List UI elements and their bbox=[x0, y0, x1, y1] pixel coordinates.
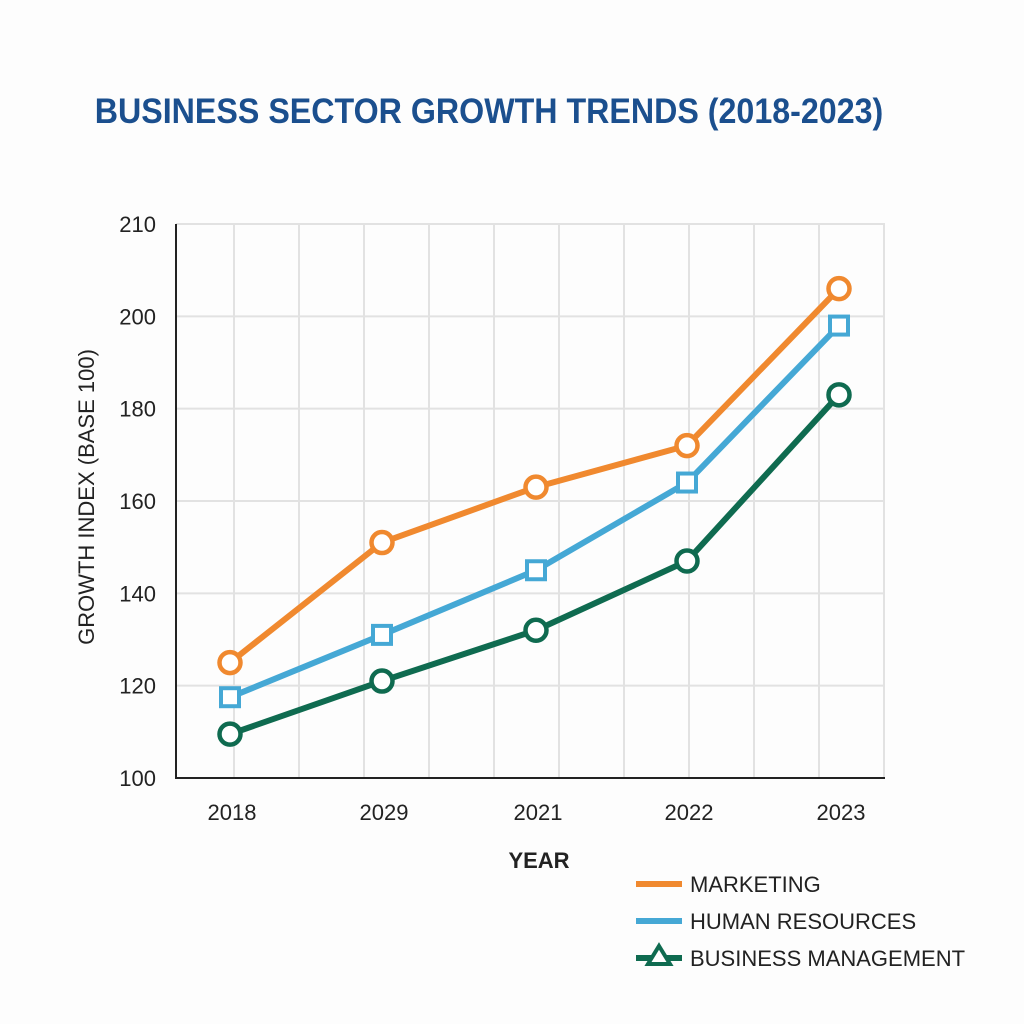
y-tick-label: 120 bbox=[119, 674, 156, 699]
legend-item: MARKETING bbox=[636, 872, 821, 897]
y-tick-label: 200 bbox=[119, 304, 156, 329]
data-point bbox=[219, 686, 241, 709]
legend-item: BUSINESS MANAGEMENT bbox=[636, 942, 965, 971]
data-point bbox=[369, 529, 395, 556]
legend-label: MARKETING bbox=[690, 872, 821, 897]
data-point bbox=[676, 471, 698, 494]
series-marketing bbox=[217, 275, 852, 676]
x-tick-label: 2018 bbox=[208, 800, 257, 825]
data-point bbox=[826, 275, 852, 302]
y-tick-label: 140 bbox=[119, 581, 156, 606]
data-point bbox=[523, 474, 549, 500]
data-point bbox=[525, 559, 547, 582]
triangle-icon bbox=[644, 942, 674, 966]
data-point bbox=[826, 382, 852, 408]
x-tick-labels: 2018 2029 2021 2022 2023 bbox=[208, 800, 866, 825]
data-point bbox=[371, 623, 393, 646]
x-tick-label: 2029 bbox=[360, 800, 409, 825]
x-tick-label: 2021 bbox=[514, 800, 563, 825]
series-lines bbox=[217, 275, 852, 747]
data-point bbox=[674, 548, 700, 574]
legend-item: HUMAN RESOURCES bbox=[636, 909, 916, 934]
legend-label: BUSINESS MANAGEMENT bbox=[690, 946, 965, 971]
legend-label: HUMAN RESOURCES bbox=[690, 909, 916, 934]
x-axis-label: YEAR bbox=[508, 848, 569, 873]
data-point bbox=[217, 721, 243, 747]
series-business-management bbox=[217, 382, 852, 747]
data-point bbox=[523, 617, 549, 644]
series-human-resources bbox=[219, 314, 850, 709]
chart-title: BUSINESS SECTOR GROWTH TRENDS (2018-2023… bbox=[94, 92, 884, 131]
legend: MARKETING HUMAN RESOURCES BUSINESS MANAGEM… bbox=[636, 872, 965, 971]
y-axis-label: GROWTH INDEX (BASE 100) bbox=[74, 349, 99, 645]
data-point bbox=[369, 668, 395, 694]
y-tick-label: 180 bbox=[119, 397, 156, 422]
y-tick-labels: 100 120 140 160 180 200 210 bbox=[119, 212, 156, 791]
data-point bbox=[217, 649, 243, 676]
y-tick-label: 210 bbox=[119, 212, 156, 237]
grid bbox=[176, 223, 885, 779]
data-point bbox=[674, 432, 700, 459]
data-point bbox=[828, 314, 850, 337]
y-tick-label: 100 bbox=[119, 766, 156, 791]
x-tick-label: 2023 bbox=[817, 800, 866, 825]
y-tick-label: 160 bbox=[119, 489, 156, 514]
x-tick-label: 2022 bbox=[665, 800, 714, 825]
